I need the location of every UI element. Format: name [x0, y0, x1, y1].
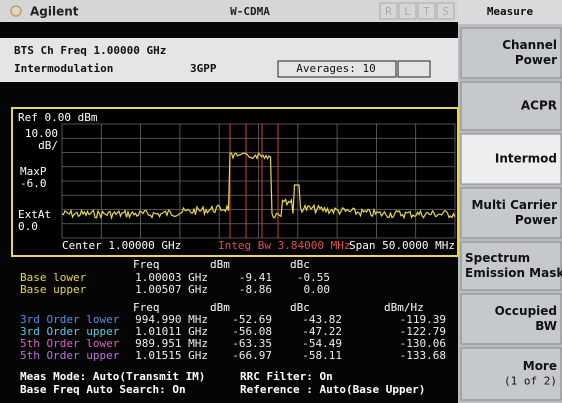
cell: -52.69: [232, 313, 272, 326]
col-header: dBc: [290, 301, 310, 314]
softkey[interactable]: [460, 27, 562, 79]
softkey[interactable]: [460, 241, 562, 291]
softkey[interactable]: [460, 81, 562, 131]
cell: -133.68: [400, 349, 446, 362]
cell: 1.00003 GHz: [135, 271, 208, 284]
indicator-box: [417, 2, 436, 20]
cell: 0.00: [304, 283, 331, 296]
col-header: dBm/Hz: [384, 301, 424, 314]
row-label: 5th Order lower: [20, 337, 120, 350]
softkey-label: (1 of 2): [504, 375, 557, 388]
row-label: Base upper: [20, 283, 87, 296]
indicator: R: [385, 5, 392, 18]
softkey-label: Occupied: [495, 304, 557, 318]
averages-box: [277, 60, 397, 78]
softkey-label: More: [523, 359, 557, 373]
softkey-label: ACPR: [521, 99, 557, 113]
brand-icon: [10, 5, 22, 17]
softkey-label: BW: [535, 319, 557, 333]
cell: -43.82: [302, 313, 342, 326]
footer-text: RRC Filter: On: [240, 370, 333, 383]
softkey-label: Spectrum: [465, 251, 530, 265]
indicator-box: [436, 2, 455, 20]
cell: 1.00507 GHz: [135, 283, 208, 296]
softkey[interactable]: [460, 293, 562, 345]
col-header: dBm: [210, 258, 230, 271]
col-header: Freq: [133, 258, 160, 271]
row-label: 3rd Order lower: [20, 313, 120, 326]
footer-text: Reference : Auto(Base Upper): [240, 383, 425, 396]
cell: 1.01515 GHz: [135, 349, 208, 362]
cell: -56.08: [232, 325, 272, 338]
cell: -47.22: [302, 325, 342, 338]
mode: W-CDMA: [230, 5, 270, 18]
standard: 3GPP: [190, 62, 217, 75]
col-header: dBc: [290, 258, 310, 271]
atten-value: 0.0: [18, 220, 38, 233]
cell: -54.49: [302, 337, 342, 350]
row-label: 5th Order upper: [20, 349, 120, 362]
detector: MaxP: [20, 165, 47, 178]
cell: -9.41: [239, 271, 272, 284]
softkey[interactable]: [460, 347, 562, 401]
detector-value: -6.0: [20, 177, 47, 190]
indicator: T: [423, 5, 430, 18]
indicator: L: [404, 5, 411, 18]
top-bar: [0, 0, 458, 22]
row-label: Base lower: [20, 271, 87, 284]
indicator-box: [398, 2, 417, 20]
row-label: 3rd Order upper: [20, 325, 120, 338]
softkey-label: Multi Carrier: [471, 198, 557, 212]
aux-box: [397, 60, 431, 78]
trace: [61, 152, 456, 221]
info-line1: BTS Ch Freq 1.00000 GHz: [14, 44, 166, 57]
softkey[interactable]: [460, 187, 562, 239]
center-freq: Center 1.00000 GHz: [62, 239, 181, 252]
info-line2: Intermodulation: [14, 62, 113, 75]
softkey[interactable]: [460, 133, 562, 185]
cell: -0.55: [297, 271, 330, 284]
cell: -8.86: [239, 283, 272, 296]
plot-frame: [11, 107, 459, 257]
cell: -58.11: [302, 349, 342, 362]
cell: 1.01011 GHz: [135, 325, 208, 338]
footer-text: Meas Mode: Auto(Transmit IM): [20, 370, 205, 383]
indicator-box: [379, 2, 398, 20]
indicator: S: [442, 5, 449, 18]
cell: 989.951 MHz: [135, 337, 208, 350]
cell: -63.35: [232, 337, 272, 350]
softkey-label: Power: [515, 213, 557, 227]
softkey-label: Channel: [502, 38, 557, 52]
softkey-label: Power: [515, 53, 557, 67]
brand: Agilent: [30, 5, 79, 19]
info-panel: [0, 38, 458, 82]
menu-title-bar: [458, 0, 562, 24]
softkey-label: Intermod: [495, 152, 557, 166]
integ-bw: Integ Bw 3.84000 MHz: [218, 239, 350, 252]
atten: ExtAt: [18, 208, 51, 221]
averages: Averages: 10: [296, 62, 375, 75]
scale-value: 10.00: [25, 127, 58, 140]
ref-level: Ref 0.00 dBm: [18, 111, 98, 124]
col-header: Freq: [133, 301, 160, 314]
span: Span 50.0000 MHz: [349, 239, 455, 252]
cell: -66.97: [232, 349, 272, 362]
softkey-label: Emission Mask: [465, 266, 562, 280]
cell: -130.06: [400, 337, 446, 350]
col-header: dBm: [210, 301, 230, 314]
cell: -119.39: [400, 313, 446, 326]
menu-title: Measure: [487, 5, 534, 18]
cell: 994.990 MHz: [135, 313, 208, 326]
scale-unit: dB/: [38, 139, 58, 152]
footer-text: Base Freq Auto Search: On: [20, 383, 186, 396]
cell: -122.79: [400, 325, 446, 338]
